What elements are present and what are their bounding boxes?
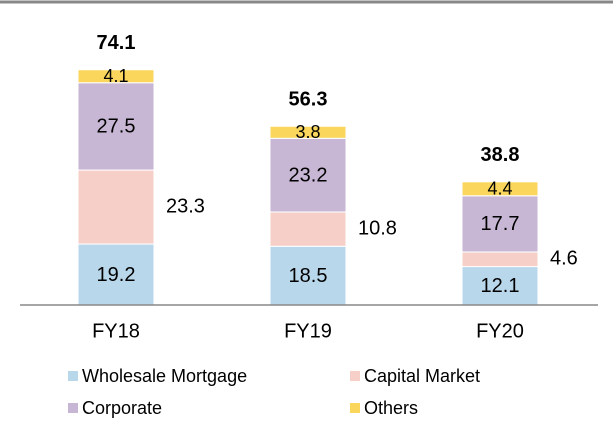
legend-swatch — [350, 403, 360, 413]
legend-label: Others — [364, 398, 418, 418]
bar-segment — [77, 82, 155, 171]
bar-segment — [461, 181, 539, 197]
bar-segment — [269, 211, 347, 247]
total-label: 56.3 — [289, 89, 328, 111]
legend-label: Capital Market — [364, 366, 480, 386]
legend-label: Corporate — [82, 398, 162, 418]
bar-segment — [461, 266, 539, 306]
total-label: 38.8 — [481, 144, 520, 166]
value-label: 10.8 — [358, 217, 397, 239]
legend-swatch — [68, 403, 78, 413]
x-tick-label: FY19 — [284, 320, 332, 342]
value-label: 4.4 — [487, 179, 512, 199]
value-label: 19.2 — [97, 264, 136, 286]
bar-segment — [269, 125, 347, 139]
value-label: 4.6 — [550, 248, 578, 270]
x-tick-label: FY20 — [476, 320, 524, 342]
legend-label: Wholesale Mortgage — [82, 366, 247, 386]
total-label: 74.1 — [97, 32, 136, 54]
value-label: 23.3 — [166, 195, 205, 217]
value-label: 17.7 — [481, 213, 520, 235]
bar-segment — [269, 137, 347, 213]
bar-segment — [77, 169, 155, 245]
value-label: 27.5 — [97, 116, 136, 138]
value-label: 12.1 — [481, 275, 520, 297]
value-label: 18.5 — [289, 265, 328, 287]
bar-segment — [77, 69, 155, 84]
value-label: 3.8 — [295, 122, 320, 142]
bar-segment — [269, 245, 347, 306]
value-label: 23.2 — [289, 164, 328, 186]
bar-segment — [461, 195, 539, 253]
legend-swatch — [350, 371, 360, 381]
value-label: 4.1 — [103, 66, 128, 86]
legend-swatch — [68, 371, 78, 381]
x-tick-label: FY18 — [92, 320, 140, 342]
bar-segment — [461, 251, 539, 268]
